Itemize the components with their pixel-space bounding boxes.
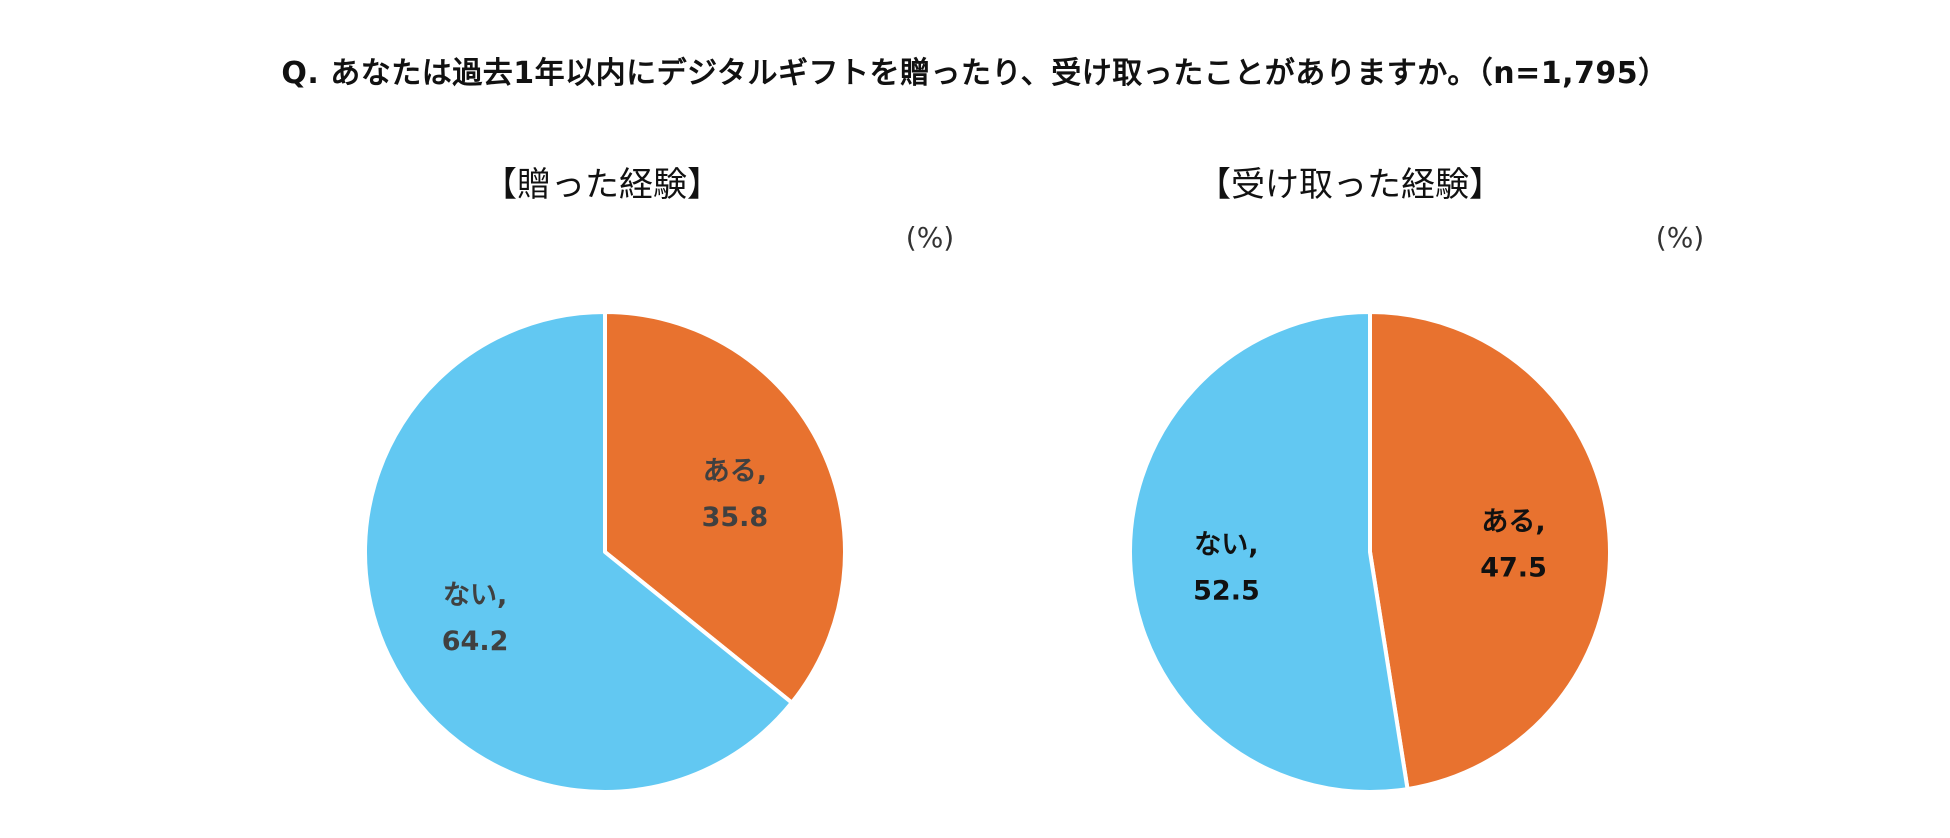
chart-title-sent: 【贈った経験】 bbox=[483, 165, 721, 205]
slice-label-received-1: ない, bbox=[1194, 529, 1258, 560]
slice-value-sent-0: 35.8 bbox=[702, 502, 769, 533]
page-title: Q. あなたは過去1年以内にデジタルギフトを贈ったり、受け取ったことがありますか… bbox=[281, 56, 1669, 91]
slice-value-received-1: 52.5 bbox=[1193, 575, 1260, 606]
slice-label-sent-0: ある, bbox=[703, 456, 767, 487]
pie-chart-received: 【受け取った経験】 (%) ある, 47.5 ない, 52.5 bbox=[1128, 165, 1704, 794]
unit-label-sent: (%) bbox=[906, 221, 954, 254]
pie-slices-received bbox=[1128, 310, 1612, 794]
pie-chart-sent: 【贈った経験】 (%) ある, 35.8 ない, 64.2 bbox=[363, 165, 954, 794]
slice-value-received-0: 47.5 bbox=[1480, 553, 1547, 584]
pie-slice-sent-0 bbox=[603, 310, 847, 705]
slice-label-sent-1: ない, bbox=[443, 580, 507, 611]
chart-title-received: 【受け取った経験】 bbox=[1197, 165, 1503, 205]
slice-value-sent-1: 64.2 bbox=[442, 626, 509, 657]
pie-labels-received: ある, 47.5 ない, 52.5 bbox=[1193, 507, 1547, 607]
pie-slices-sent bbox=[363, 310, 847, 794]
pie-labels-sent: ある, 35.8 ない, 64.2 bbox=[442, 456, 768, 657]
slice-label-received-0: ある, bbox=[1481, 507, 1545, 538]
unit-label-received: (%) bbox=[1656, 221, 1704, 254]
pie-slice-sent-1 bbox=[363, 310, 794, 794]
pie-slice-received-1 bbox=[1128, 310, 1410, 794]
pie-slice-received-0 bbox=[1368, 310, 1612, 792]
